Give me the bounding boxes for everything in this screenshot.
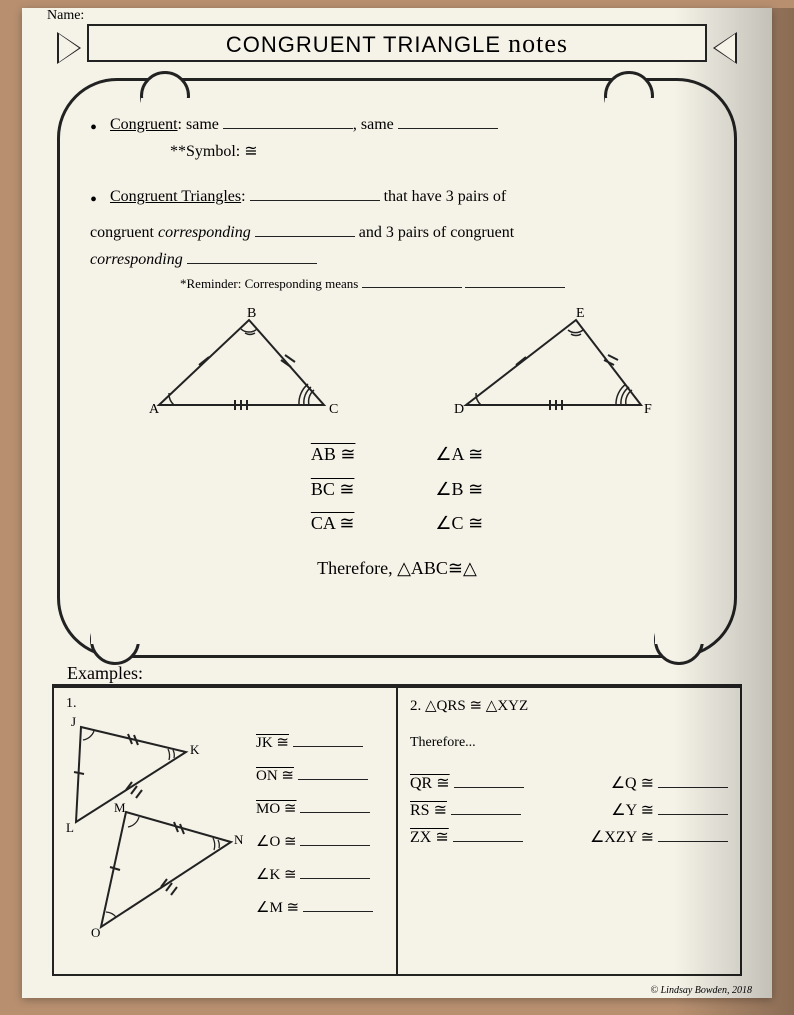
- definition-congruent: Congruent: same , same **Symbol: ≅: [90, 111, 704, 165]
- side-row: BC ≅: [311, 474, 356, 505]
- name-label: Name:: [47, 8, 84, 23]
- title-text: CONGRUENT TRIANGLE: [226, 32, 501, 57]
- worksheet-page: Name: CONGRUENT TRIANGLE notes Congruent…: [22, 8, 772, 998]
- angle-row: ∠B ≅: [435, 474, 483, 505]
- blank[interactable]: [451, 799, 521, 815]
- symbol-note: **Symbol: ≅: [110, 138, 704, 165]
- list-item: ∠O ≅: [256, 826, 373, 859]
- svg-text:K: K: [190, 742, 200, 757]
- blank[interactable]: [187, 248, 317, 264]
- blank[interactable]: [300, 864, 370, 879]
- angles-column: ∠A ≅ ∠B ≅ ∠C ≅: [435, 435, 483, 543]
- list-item: ∠M ≅: [256, 892, 373, 925]
- example-2: 2. △QRS ≅ △XYZ Therefore... QR ≅ ∠Q ≅ RS…: [398, 688, 740, 974]
- angle-row: ∠C ≅: [435, 508, 483, 539]
- triangle-def: D E F: [446, 305, 656, 425]
- definition-line-2: congruent corresponding and 3 pairs of c…: [90, 219, 704, 246]
- title-box: CONGRUENT TRIANGLE notes: [87, 24, 707, 62]
- blank[interactable]: [255, 221, 355, 237]
- blank[interactable]: [658, 826, 728, 842]
- term-congruent-triangles: Congruent Triangles: [110, 188, 241, 205]
- therefore-statement: Therefore, △ABC≅△: [90, 553, 704, 584]
- sides-column: AB ≅ BC ≅ CA ≅: [311, 435, 356, 543]
- definition-congruent-triangles: Congruent Triangles: that have 3 pairs o…: [90, 183, 704, 210]
- svg-text:O: O: [91, 925, 100, 940]
- notes-frame: Congruent: same , same **Symbol: ≅ Congr…: [57, 78, 737, 658]
- example-1-number: 1.: [66, 696, 384, 712]
- ex2-row: RS ≅ ∠Y ≅: [410, 799, 728, 820]
- blank[interactable]: [658, 799, 728, 815]
- blank[interactable]: [298, 765, 368, 780]
- side-row: AB ≅: [311, 439, 356, 470]
- svg-text:A: A: [149, 402, 160, 417]
- blank[interactable]: [465, 275, 565, 288]
- blank[interactable]: [453, 826, 523, 842]
- copyright-text: © Lindsay Bowden, 2018: [651, 985, 752, 996]
- ribbon-left-icon: [57, 32, 81, 64]
- triangles-jkl-mno: J K L M N: [66, 712, 246, 942]
- congruence-statements: AB ≅ BC ≅ CA ≅ ∠A ≅ ∠B ≅ ∠C ≅: [90, 435, 704, 543]
- example-2-header: 2. △QRS ≅ △XYZ: [410, 696, 728, 715]
- svg-text:D: D: [454, 402, 464, 417]
- blank[interactable]: [250, 185, 380, 201]
- example-2-therefore: Therefore...: [410, 735, 728, 751]
- angle-row: ∠A ≅: [435, 439, 483, 470]
- blank[interactable]: [303, 897, 373, 912]
- blank[interactable]: [398, 113, 498, 129]
- triangle-diagrams: A B C D E F: [90, 305, 704, 425]
- svg-text:M: M: [114, 800, 126, 815]
- example-1-triangles: J K L M N: [66, 712, 246, 947]
- svg-text:C: C: [329, 402, 338, 417]
- blank[interactable]: [300, 831, 370, 846]
- ex2-row: ZX ≅ ∠XZY ≅: [410, 826, 728, 847]
- frame-knob-icon: [90, 615, 140, 665]
- svg-text:F: F: [644, 402, 652, 417]
- list-item: ON ≅: [256, 760, 373, 793]
- triangle-abc: A B C: [139, 305, 349, 425]
- side-row: CA ≅: [311, 508, 356, 539]
- examples-grid: 1. J K L: [52, 686, 742, 976]
- blank[interactable]: [658, 772, 728, 788]
- svg-text:L: L: [66, 820, 74, 835]
- blank[interactable]: [454, 772, 524, 788]
- ribbon-right-icon: [713, 32, 737, 64]
- definition-line-3: corresponding: [90, 246, 704, 273]
- blank[interactable]: [300, 798, 370, 813]
- term-congruent: Congruent: [110, 116, 178, 133]
- reminder-line: *Reminder: Corresponding means: [90, 273, 704, 295]
- title-cursive: notes: [508, 29, 568, 58]
- svg-text:N: N: [234, 832, 244, 847]
- list-item: MO ≅: [256, 793, 373, 826]
- svg-text:B: B: [247, 306, 256, 321]
- blank[interactable]: [293, 732, 363, 747]
- frame-knob-icon: [654, 615, 704, 665]
- list-item: JK ≅: [256, 727, 373, 760]
- svg-text:E: E: [576, 306, 585, 321]
- name-field-line: Name:: [37, 8, 757, 24]
- example-1: 1. J K L: [54, 688, 398, 974]
- blank[interactable]: [362, 275, 462, 288]
- list-item: ∠K ≅: [256, 859, 373, 892]
- svg-text:J: J: [71, 714, 76, 729]
- example-1-statements: JK ≅ ON ≅ MO ≅ ∠O ≅ ∠K ≅ ∠M ≅: [256, 712, 373, 947]
- ex2-row: QR ≅ ∠Q ≅: [410, 772, 728, 793]
- blank[interactable]: [223, 113, 353, 129]
- title-banner: CONGRUENT TRIANGLE notes: [57, 24, 737, 68]
- examples-heading: Examples:: [52, 663, 742, 686]
